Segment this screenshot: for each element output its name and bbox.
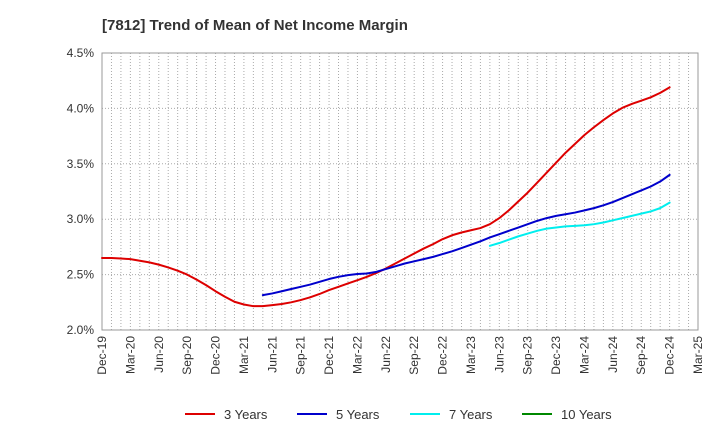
x-tick-label: Sep-20	[180, 336, 194, 375]
x-axis: Dec-19 Mar-20 Jun-20 Sep-20 Dec-20 Mar-21 Jun-…	[95, 336, 705, 375]
x-tick-label: Dec-19	[95, 336, 109, 375]
y-tick-label: 2.0%	[67, 323, 95, 337]
x-tick-label: Dec-21	[322, 336, 336, 375]
series-lines	[101, 86, 671, 308]
series-line	[101, 86, 671, 308]
chart-title: [7812] Trend of Mean of Net Income Margi…	[102, 17, 408, 34]
x-tick-label: Sep-22	[407, 336, 421, 375]
x-tick-label: Dec-22	[436, 336, 450, 375]
y-tick-label: 3.0%	[67, 212, 95, 226]
legend: 3 Years 5 Years 7 Years 10 Years	[185, 407, 612, 422]
x-tick-label: Mar-25	[691, 336, 705, 374]
series-line	[488, 201, 671, 247]
x-tick-label: Sep-21	[294, 336, 308, 375]
x-tick-label: Dec-23	[549, 336, 563, 375]
y-axis: 2.0% 2.5% 3.0% 3.5% 4.0% 4.5%	[67, 46, 95, 337]
x-tick-label: Jun-24	[606, 336, 620, 373]
x-tick-label: Jun-22	[379, 336, 393, 373]
y-tick-label: 4.0%	[67, 101, 95, 115]
legend-label: 3 Years	[224, 407, 268, 422]
x-tick-label: Mar-24	[577, 336, 591, 374]
x-tick-label: Mar-21	[237, 336, 251, 374]
y-tick-label: 4.5%	[67, 46, 95, 60]
x-tick-label: Mar-22	[350, 336, 364, 374]
x-tick-label: Jun-21	[265, 336, 279, 373]
x-tick-label: Mar-20	[123, 336, 137, 374]
y-tick-label: 2.5%	[67, 268, 95, 282]
legend-label: 5 Years	[336, 407, 380, 422]
x-tick-label: Mar-23	[464, 336, 478, 374]
x-tick-label: Dec-24	[663, 336, 677, 375]
x-tick-label: Jun-23	[492, 336, 506, 373]
x-tick-label: Sep-24	[634, 336, 648, 375]
y-tick-label: 3.5%	[67, 157, 95, 171]
series-line	[261, 173, 671, 297]
x-tick-label: Dec-20	[209, 336, 223, 375]
grid	[101, 52, 699, 331]
legend-label: 7 Years	[449, 407, 493, 422]
x-tick-label: Jun-20	[152, 336, 166, 373]
legend-label: 10 Years	[561, 407, 612, 422]
plot-area	[101, 52, 699, 331]
x-tick-label: Sep-23	[521, 336, 535, 375]
